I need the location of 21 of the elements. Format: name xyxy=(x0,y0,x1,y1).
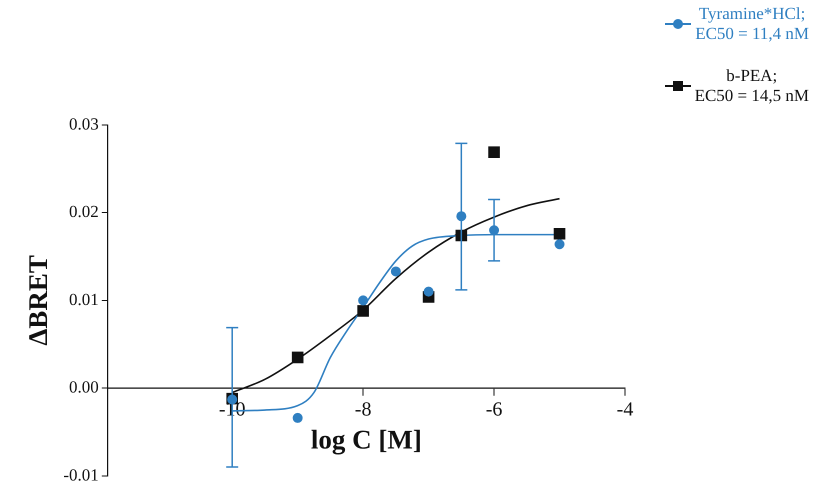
point xyxy=(292,412,303,423)
point xyxy=(292,352,304,364)
y-tick-label: 0.03 xyxy=(69,114,99,134)
point xyxy=(358,295,368,306)
y-tick-label: -0.01 xyxy=(63,465,99,484)
point xyxy=(554,228,566,240)
x-axis-title: log C [M] xyxy=(310,424,422,454)
legend-label: b-PEA; EC50 = 14,5 nM xyxy=(694,66,809,106)
point xyxy=(424,286,434,297)
y-tick-label: 0.02 xyxy=(69,202,99,222)
point xyxy=(357,305,369,317)
point xyxy=(488,146,500,158)
x-tick-label: -6 xyxy=(486,398,502,420)
y-tick-label: 0.00 xyxy=(69,378,99,397)
point xyxy=(554,239,565,250)
point xyxy=(390,266,401,276)
y-tick-label: 0.01 xyxy=(69,290,99,309)
x-tick-label: -8 xyxy=(354,398,372,420)
y-axis-title: ΔBRET xyxy=(23,255,54,346)
legend-label: Tyramine*HCl; EC50 = 11,4 nM xyxy=(695,4,809,44)
x-tick-label: -4 xyxy=(616,398,634,420)
